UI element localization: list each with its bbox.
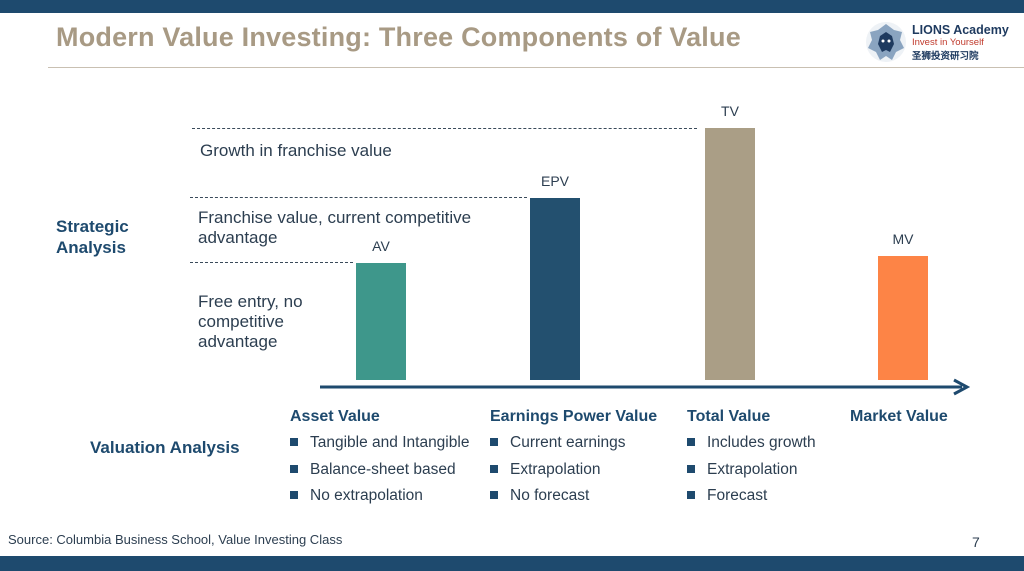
bullet-icon: [290, 438, 298, 446]
franchise-layer-label: Franchise value, current competitive adv…: [198, 208, 471, 248]
free-entry-line-3: advantage: [198, 332, 278, 351]
logo-tagline: Invest in Yourself: [912, 37, 984, 48]
list-item: Current earnings: [490, 430, 657, 457]
earnings-power-value-heading: Earnings Power Value: [490, 408, 658, 425]
bar-av: [356, 263, 406, 380]
logo-chinese-name: 圣狮投资研习院: [912, 51, 979, 62]
list-item: No extrapolation: [290, 483, 469, 510]
bullet-icon: [687, 491, 695, 499]
list-item: Balance-sheet based: [290, 457, 469, 484]
bullet-icon: [490, 464, 498, 473]
logo-name: LIONS Academy: [912, 23, 1009, 37]
bar-tv: [705, 128, 755, 380]
earnings-power-value-column: Earnings Power Value Current earnings Ex…: [490, 408, 657, 510]
epv-level-dashed-line: [190, 197, 527, 198]
page-number: 7: [972, 534, 980, 550]
free-entry-line-2: competitive: [198, 312, 284, 331]
bullet-icon: [290, 491, 298, 499]
bar-label-av: AV: [372, 238, 390, 254]
free-entry-line-1: Free entry, no: [198, 292, 303, 311]
franchise-line-2: advantage: [198, 228, 278, 247]
bar-label-mv: MV: [892, 231, 914, 247]
asset-value-column: Asset Value Tangible and Intangible Bala…: [290, 408, 469, 510]
list-item: Includes growth: [687, 430, 816, 457]
strategic-analysis-label: Strategic Analysis: [56, 216, 129, 258]
list-item: Forecast: [687, 483, 816, 510]
market-value-heading: Market Value: [850, 408, 948, 425]
title-divider: [48, 67, 1024, 68]
franchise-line-1: Franchise value, current competitive: [198, 208, 472, 227]
bullet-icon: [290, 464, 298, 473]
bar-label-tv: TV: [721, 103, 739, 119]
bullet-icon: [490, 491, 498, 499]
strategic-label-line-1: Strategic: [56, 217, 129, 236]
source-note: Source: Columbia Business School, Value …: [8, 532, 343, 547]
bar-mv: [878, 256, 928, 380]
list-item: No forecast: [490, 483, 657, 510]
valuation-analysis-label: Valuation Analysis: [90, 438, 240, 457]
strategic-label-line-2: Analysis: [56, 238, 126, 257]
total-value-column: Total Value Includes growth Extrapolatio…: [687, 408, 816, 510]
list-item: Extrapolation: [490, 457, 657, 484]
list-item: Extrapolation: [687, 457, 816, 484]
bottom-banner: [0, 556, 1024, 571]
bullet-icon: [687, 438, 695, 446]
bar-label-epv: EPV: [540, 173, 569, 189]
tv-level-dashed-line: [192, 128, 697, 129]
bullet-icon: [687, 464, 695, 473]
total-value-heading: Total Value: [687, 408, 771, 425]
growth-layer-label: Growth in franchise value: [200, 141, 392, 160]
top-banner: [0, 0, 1024, 13]
lion-logo-icon: [866, 22, 906, 62]
av-level-dashed-line: [190, 262, 353, 263]
slide-title: Modern Value Investing: Three Components…: [56, 22, 741, 52]
bullet-icon: [490, 438, 498, 446]
bar-epv: [530, 198, 580, 380]
logo: LIONS Academy Invest in Yourself 圣狮投资研习院: [864, 20, 1014, 66]
asset-value-heading: Asset Value: [290, 408, 380, 425]
list-item: Tangible and Intangible: [290, 430, 469, 457]
free-entry-layer-label: Free entry, no competitive advantage: [198, 292, 303, 352]
